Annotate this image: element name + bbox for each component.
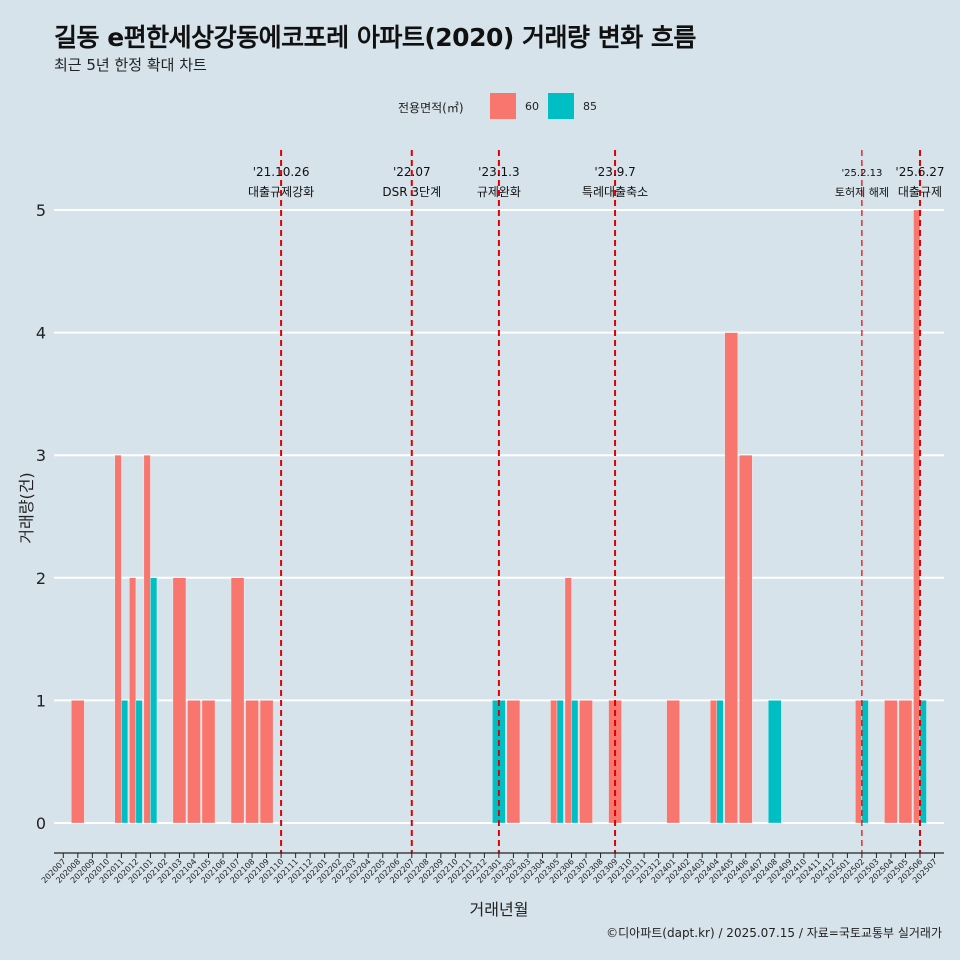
bar-60-202107 <box>230 577 245 824</box>
legend-key-85 <box>548 93 574 119</box>
bar-60-202105 <box>201 700 216 824</box>
bar-85-202306 <box>571 700 579 824</box>
event-date-label: '22.07 <box>393 165 431 179</box>
bar-85-202101 <box>150 577 158 824</box>
bar-60-202504 <box>884 700 898 824</box>
bar-60-202404 <box>710 700 717 824</box>
bar-60-202306 <box>564 577 572 824</box>
y-tick-label: 1 <box>36 691 46 710</box>
bar-60-202506 <box>913 209 921 824</box>
bar-85-202404 <box>716 700 724 824</box>
bar-85-202012 <box>135 700 143 824</box>
bar-60-202108 <box>245 700 259 824</box>
event-name-label: 규제완화 <box>477 185 521 199</box>
event-date-label: '25.6.27 <box>895 165 944 179</box>
legend: 전용면적(㎡) 60 85 <box>0 92 960 122</box>
chart-subtitle: 최근 5년 한정 확대 차트 <box>54 56 207 74</box>
bar-60-202502 <box>855 700 863 824</box>
bar-85-202502 <box>861 700 869 824</box>
bar-60-202109 <box>259 700 274 824</box>
bar-60-202101 <box>143 455 151 824</box>
bar-85-202011 <box>121 700 129 824</box>
bar-60-202406 <box>739 455 753 824</box>
bar-85-202408 <box>768 700 782 824</box>
event-name-label: DSR 3단계 <box>382 185 441 199</box>
legend-label-85: 85 <box>583 100 597 113</box>
y-tick-label: 2 <box>36 569 46 588</box>
bar-60-202307 <box>579 700 593 824</box>
legend-label-60: 60 <box>525 100 539 113</box>
bar-85-202305 <box>556 700 564 824</box>
bar-60-202401 <box>666 700 680 824</box>
bar-60-202305 <box>550 700 558 824</box>
bar-60-202405 <box>724 332 738 824</box>
bar-60-202104 <box>187 700 201 824</box>
legend-key-60 <box>490 93 516 119</box>
event-date-label: '23.1.3 <box>478 165 519 179</box>
bar-60-202505 <box>898 700 913 824</box>
source-caption: ©디아파트(dapt.kr) / 2025.07.15 / 자료=국토교통부 실… <box>606 926 942 940</box>
event-date-label: '23.9.7 <box>594 165 635 179</box>
y-tick-label: 4 <box>36 324 46 343</box>
bar-60-202302 <box>506 700 521 824</box>
y-tick-label: 5 <box>36 201 46 220</box>
bar-60-202008 <box>71 700 85 824</box>
legend-title: 전용면적(㎡) <box>398 101 464 115</box>
x-axis-title: 거래년월 <box>470 900 529 919</box>
bar-60-202012 <box>129 577 137 824</box>
y-tick-label: 3 <box>36 446 46 465</box>
event-name-label: 특례대출축소 <box>582 185 648 199</box>
event-date-label: '25.2.13 <box>841 168 882 179</box>
bar-60-202103 <box>172 577 187 824</box>
chart-title: 길동 e편한세상강동에코포레 아파트(2020) 거래량 변화 흐름 <box>54 23 696 52</box>
event-name-label: 대출규제강화 <box>248 185 314 199</box>
bar-60-202011 <box>114 455 122 824</box>
y-tick-label: 0 <box>36 814 46 833</box>
event-name-label: 토허제 해제 <box>835 185 889 199</box>
event-date-label: '21.10.26 <box>253 165 310 179</box>
y-axis-title: 거래량(건) <box>17 472 36 543</box>
event-name-label: 대출규제 <box>898 185 942 199</box>
